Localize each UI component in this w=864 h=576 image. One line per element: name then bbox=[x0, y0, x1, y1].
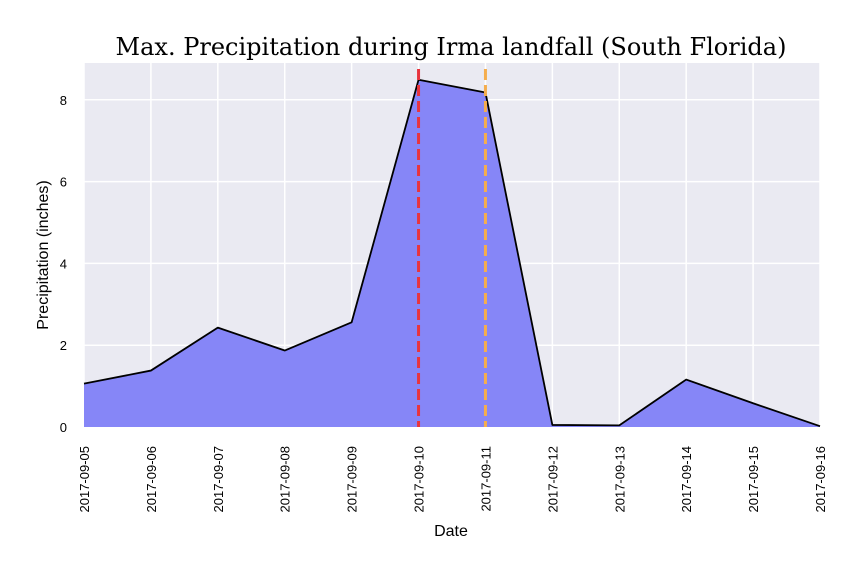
x-tick-label: 2017-09-14 bbox=[679, 446, 694, 513]
y-tick-label: 2 bbox=[60, 338, 67, 353]
x-tick-labels: 2017-09-05 2017-09-06 2017-09-07 2017-09-08… bbox=[77, 446, 828, 513]
y-tick-label: 8 bbox=[60, 93, 67, 108]
series-line bbox=[83, 78, 821, 428]
x-tick-label: 2017-09-07 bbox=[211, 446, 226, 513]
x-tick-label: 2017-09-08 bbox=[278, 446, 293, 513]
x-tick-label: 2017-09-05 bbox=[77, 446, 92, 513]
x-tick-label: 2017-09-09 bbox=[345, 446, 360, 513]
x-tick-label: 2017-09-11 bbox=[478, 446, 493, 512]
x-tick-label: 2017-09-06 bbox=[144, 446, 159, 513]
x-tick-label: 2017-09-15 bbox=[746, 446, 761, 513]
x-axis-label: Date bbox=[434, 523, 468, 540]
x-tick-label: 2017-09-13 bbox=[612, 446, 627, 513]
y-tick-labels: 0 2 4 6 8 bbox=[60, 93, 67, 435]
x-tick-label: 2017-09-12 bbox=[545, 446, 560, 513]
y-tick-label: 0 bbox=[60, 420, 67, 435]
x-tick-label: 2017-09-10 bbox=[412, 446, 427, 513]
x-tick-label: 2017-09-16 bbox=[813, 446, 828, 513]
event-lines bbox=[417, 69, 487, 427]
area-fill bbox=[84, 79, 820, 427]
y-tick-label: 6 bbox=[60, 175, 67, 190]
y-axis-label: Precipitation (inches) bbox=[35, 180, 52, 329]
y-tick-label: 4 bbox=[60, 256, 67, 271]
chart-title: Max. Precipitation during Irma landfall … bbox=[116, 33, 787, 61]
